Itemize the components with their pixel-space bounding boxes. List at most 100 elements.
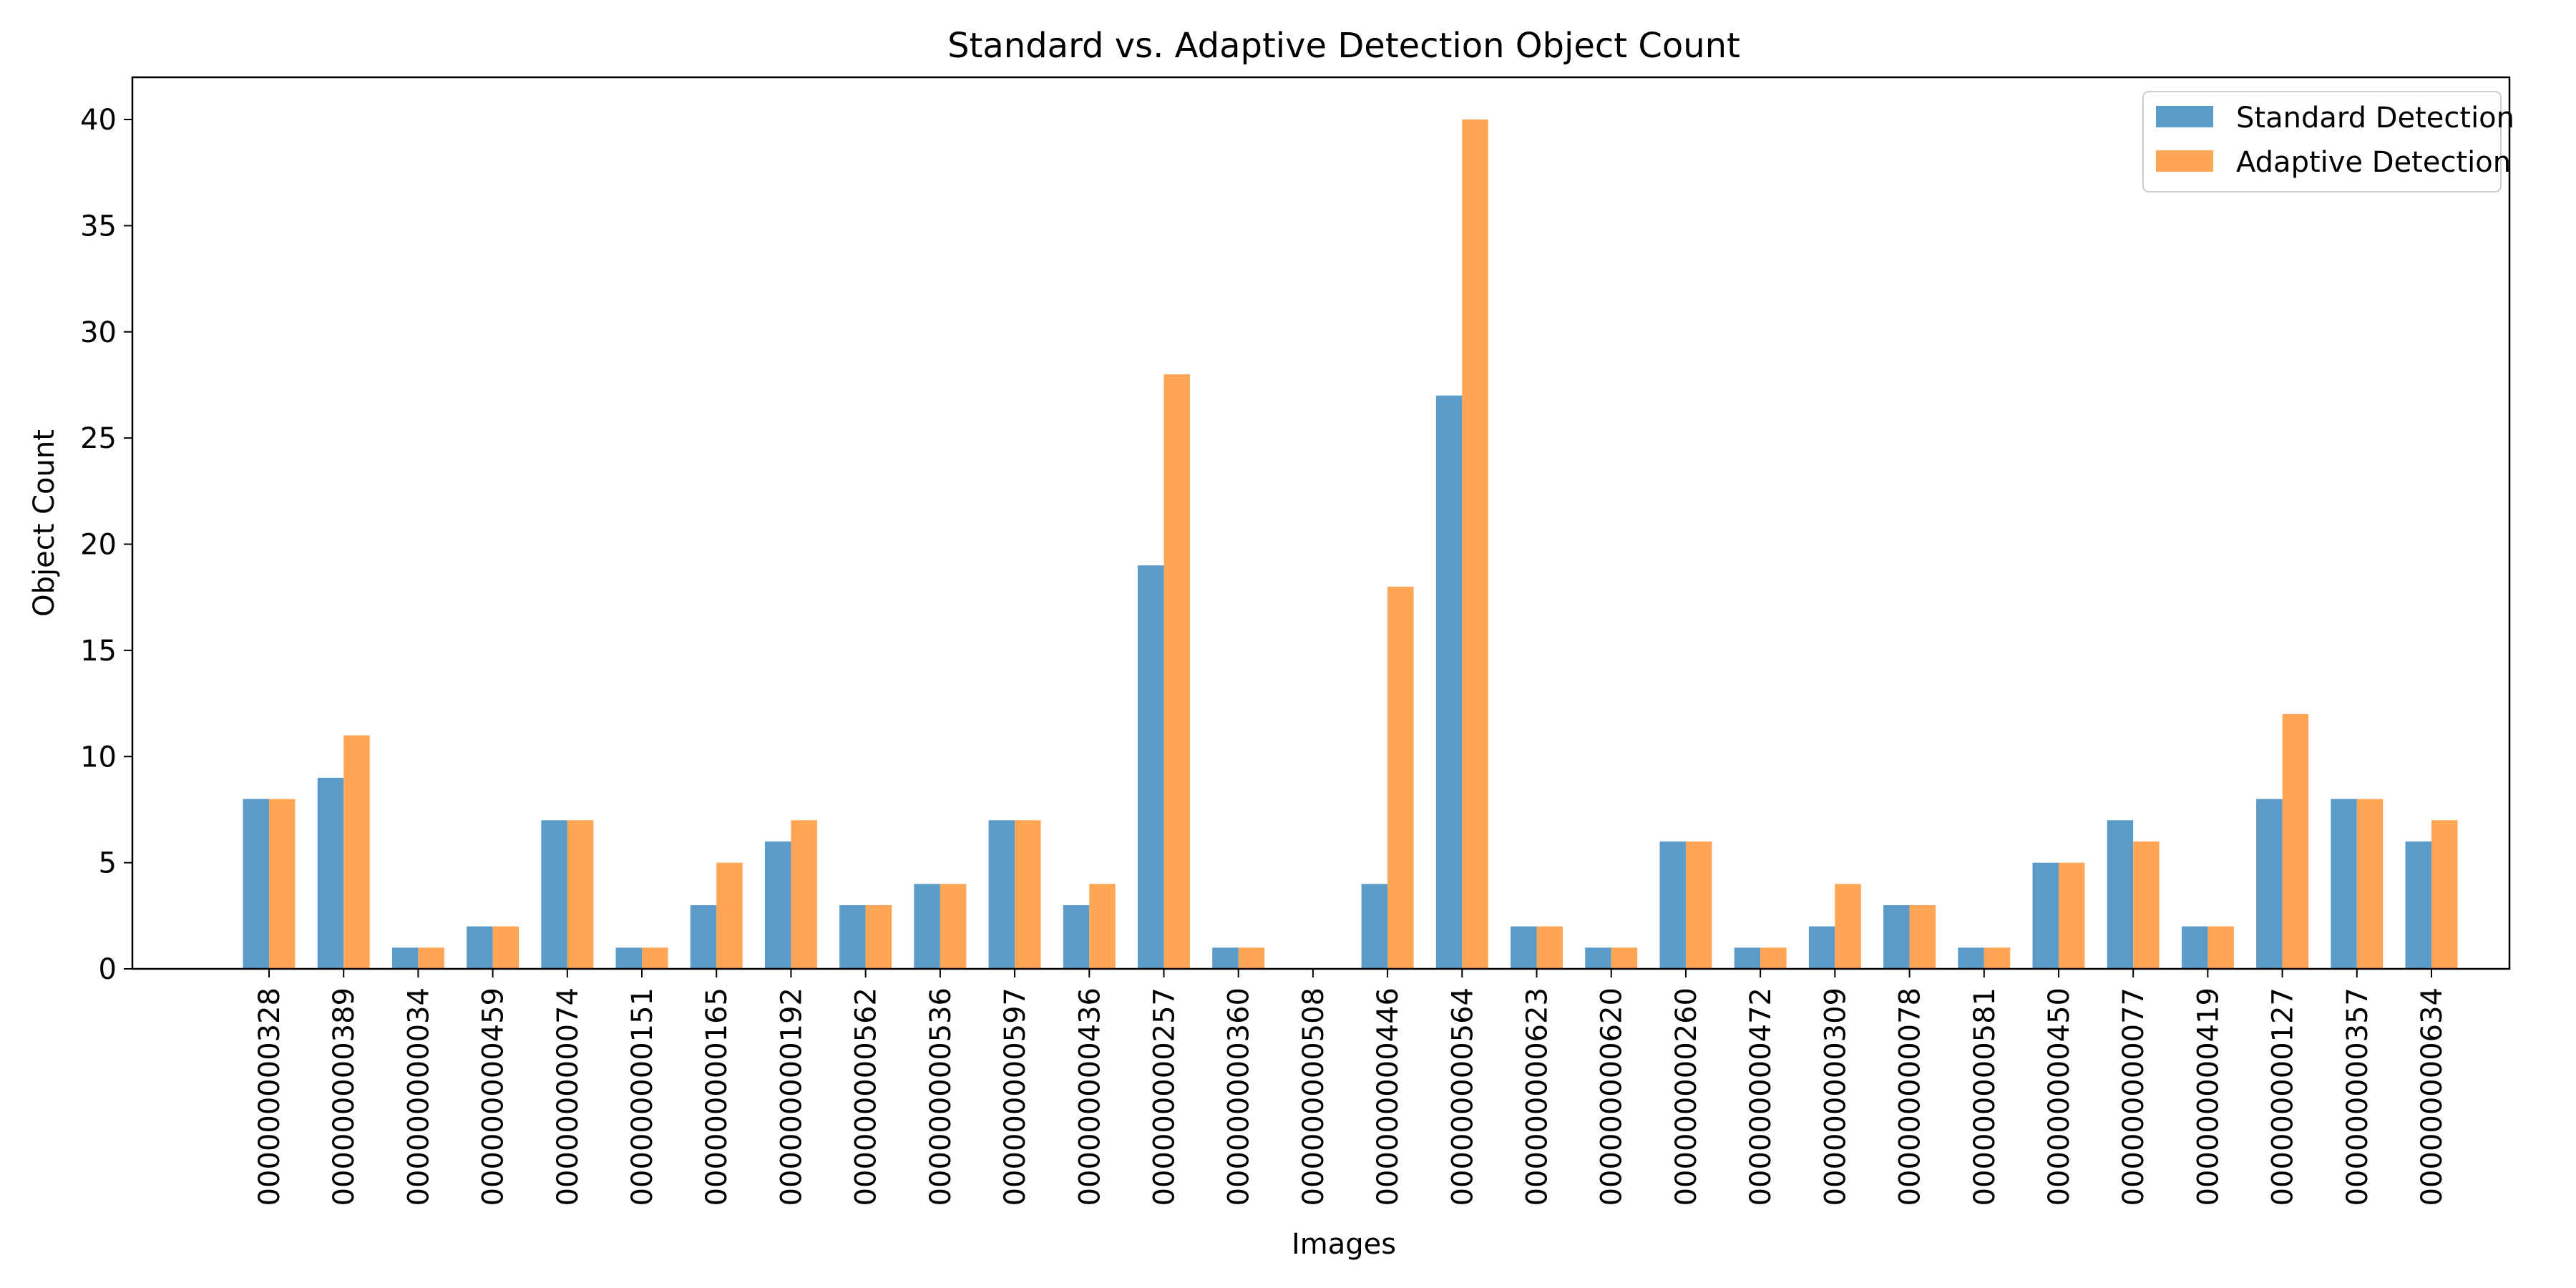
legend-label-adaptive: Adaptive Detection [2236, 146, 2511, 179]
bar-adaptive-000000000151 [642, 947, 668, 970]
bar-standard-000000000328 [243, 799, 269, 969]
bar-adaptive-000000000034 [418, 947, 444, 970]
x-tick-label-000000000127: 000000000127 [2267, 987, 2300, 1206]
bar-standard-000000000623 [1511, 926, 1537, 969]
bar-adaptive-000000000360 [1238, 947, 1265, 970]
x-tick-label-000000000581: 000000000581 [1968, 987, 2001, 1206]
bar-adaptive-000000000389 [343, 735, 370, 970]
bar-standard-000000000597 [988, 820, 1015, 969]
x-tick-label-000000000459: 000000000459 [477, 987, 510, 1206]
bar-adaptive-000000000127 [2282, 713, 2309, 969]
bar-standard-000000000309 [1808, 926, 1835, 969]
bar-adaptive-000000000564 [1462, 119, 1488, 969]
x-tick-label-000000000192: 000000000192 [775, 987, 808, 1206]
bar-adaptive-000000000562 [865, 904, 892, 969]
x-tick-label-000000000597: 000000000597 [999, 987, 1032, 1206]
x-tick-label-000000000328: 000000000328 [253, 987, 286, 1206]
bar-adaptive-000000000165 [716, 862, 743, 970]
bar-standard-000000000634 [2405, 841, 2431, 969]
y-tick-label-30: 30 [80, 316, 117, 349]
bar-standard-000000000472 [1734, 947, 1761, 970]
y-tick-label-40: 40 [80, 104, 117, 137]
bar-standard-000000000034 [391, 947, 419, 970]
bar-adaptive-000000000257 [1163, 374, 1190, 969]
legend: Standard Detection Adaptive Detection [2142, 91, 2514, 192]
x-tick-label-000000000260: 000000000260 [1670, 987, 1703, 1206]
y-tick-label-5: 5 [99, 847, 117, 880]
x-axis-title: Images [1292, 1228, 1396, 1261]
x-tick-label-000000000508: 000000000508 [1297, 987, 1330, 1206]
bar-adaptive-000000000078 [1909, 904, 1936, 969]
bar-standard-000000000459 [467, 926, 493, 969]
y-axis-title: Object Count [28, 429, 61, 617]
x-tick-label-000000000389: 000000000389 [328, 987, 361, 1206]
x-tick-label-000000000165: 000000000165 [701, 987, 733, 1206]
x-tick-label-000000000562: 000000000562 [850, 987, 883, 1206]
bar-adaptive-000000000450 [2058, 862, 2085, 970]
bar-adaptive-000000000623 [1536, 926, 1563, 969]
x-tick-label-000000000472: 000000000472 [1745, 987, 1777, 1206]
x-tick-label-000000000357: 000000000357 [2341, 987, 2374, 1206]
bar-standard-000000000564 [1435, 395, 1463, 969]
plot-area-frame [131, 76, 2511, 970]
legend-swatch-adaptive [2156, 150, 2213, 172]
bar-adaptive-000000000077 [2133, 841, 2160, 969]
x-tick-label-000000000564: 000000000564 [1446, 987, 1479, 1206]
x-axis-ticks: 000000000328 000000000389 000000000034 0000… [253, 969, 2449, 1206]
x-tick-label-000000000450: 000000000450 [2043, 987, 2076, 1206]
bar-standard-000000000536 [914, 884, 940, 969]
bar-adaptive-000000000459 [492, 926, 519, 969]
bar-standard-000000000562 [839, 904, 866, 969]
chart-title: Standard vs. Adaptive Detection Object C… [947, 26, 1740, 66]
y-axis-ticks: 0 5 10 15 20 25 30 35 40 [80, 104, 132, 986]
x-tick-label-000000000074: 000000000074 [552, 987, 585, 1206]
legend-label-standard: Standard Detection [2236, 102, 2514, 135]
bar-standard-000000000151 [615, 947, 643, 970]
bar-standard-000000000419 [2181, 926, 2208, 969]
bar-adaptive-000000000357 [2356, 799, 2384, 969]
y-tick-label-15: 15 [80, 635, 117, 668]
bars-layer [243, 119, 2458, 970]
bar-standard-000000000360 [1212, 947, 1239, 970]
bar-standard-000000000192 [764, 841, 791, 969]
x-tick-label-000000000257: 000000000257 [1148, 987, 1181, 1206]
x-tick-label-000000000623: 000000000623 [1521, 987, 1554, 1206]
y-tick-label-20: 20 [80, 529, 117, 562]
bar-standard-000000000450 [2032, 862, 2059, 970]
x-tick-label-000000000620: 000000000620 [1596, 987, 1629, 1206]
bar-adaptive-000000000446 [1387, 586, 1414, 969]
bar-adaptive-000000000074 [567, 820, 594, 969]
bar-adaptive-000000000472 [1760, 947, 1787, 970]
bar-standard-000000000257 [1138, 565, 1164, 969]
x-tick-label-000000000078: 000000000078 [1894, 987, 1927, 1206]
y-tick-label-0: 0 [99, 953, 117, 986]
bar-adaptive-000000000536 [940, 884, 967, 969]
bar-standard-000000000074 [541, 820, 567, 969]
x-tick-label-000000000634: 000000000634 [2416, 987, 2449, 1206]
bar-adaptive-000000000309 [1835, 884, 1861, 969]
x-tick-label-000000000419: 000000000419 [2192, 987, 2225, 1206]
bar-standard-000000000581 [1958, 947, 1984, 970]
bar-standard-000000000165 [690, 904, 717, 969]
bar-standard-000000000357 [2331, 799, 2357, 969]
bar-adaptive-000000000328 [269, 799, 296, 969]
x-tick-label-000000000034: 000000000034 [402, 987, 435, 1206]
bar-adaptive-000000000260 [1685, 841, 1712, 969]
x-tick-label-000000000446: 000000000446 [1372, 987, 1405, 1206]
bar-adaptive-000000000436 [1089, 884, 1116, 969]
bar-adaptive-000000000620 [1611, 947, 1638, 970]
bar-adaptive-000000000581 [1984, 947, 2011, 970]
bar-standard-000000000389 [317, 777, 344, 969]
x-tick-label-000000000151: 000000000151 [626, 987, 659, 1206]
bar-standard-000000000127 [2256, 799, 2283, 969]
x-tick-label-000000000360: 000000000360 [1223, 987, 1256, 1206]
legend-swatch-standard [2156, 106, 2213, 127]
bar-standard-000000000078 [1883, 904, 1910, 969]
bar-standard-000000000446 [1361, 884, 1388, 969]
bar-standard-000000000436 [1063, 904, 1090, 969]
bar-adaptive-000000000419 [2207, 926, 2234, 969]
legend-frame [2142, 91, 2502, 192]
y-tick-label-35: 35 [80, 210, 117, 243]
bar-adaptive-000000000192 [791, 820, 817, 969]
